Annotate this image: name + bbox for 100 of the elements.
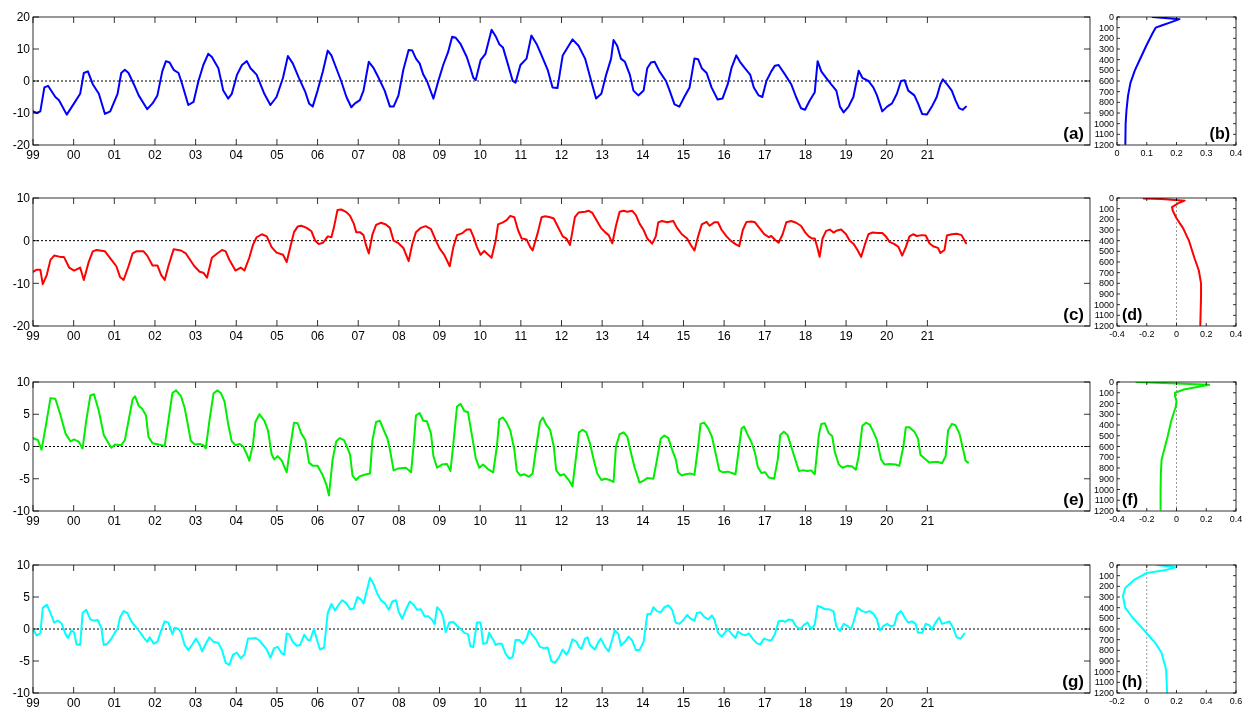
x-tick-label: 0.4 [1229,514,1243,524]
x-tick-label: 0.1 [1140,148,1154,158]
y-tick-label: 5 [23,590,31,605]
y-tick-label: 5 [23,407,31,422]
y-tick-label: 1000 [1093,666,1114,677]
x-tick-label: 99 [26,148,40,162]
y-tick-label: 900 [1098,108,1114,119]
y-tick-label: 800 [1098,645,1114,656]
y-tick-label: 10 [16,42,31,57]
y-tick-label: 900 [1098,473,1114,484]
y-tick-label: 500 [1098,613,1114,624]
y-tick-label: 10 [16,375,31,390]
y-tick-label: 200 [1098,581,1114,592]
x-tick-label: 03 [188,514,203,528]
y-tick-label: 10 [16,191,31,206]
annotation: (e) [1063,490,1084,509]
x-tick-label: 18 [798,329,813,343]
x-tick-label: 01 [107,329,122,343]
y-tick-label: 600 [1098,76,1114,87]
x-tick-label: 15 [676,514,691,528]
x-tick-label: 21 [920,329,935,343]
x-tick-label: -0.2 [1138,514,1155,524]
y-tick-label: 0 [1108,377,1114,388]
x-tick-label: 03 [188,696,203,710]
x-tick-label: -0.2 [1109,696,1125,706]
y-tick-label: 200 [1098,398,1114,409]
line-series [1124,17,1181,145]
x-tick-label: 0.3 [1199,148,1213,158]
x-tick-label: 0.2 [1199,329,1213,339]
x-tick-label: 02 [148,329,162,343]
x-tick-label: 08 [392,514,406,528]
annotation: (c) [1063,305,1084,324]
y-tick-label: 500 [1098,430,1114,441]
x-tick-label: 10 [473,148,488,162]
x-tick-label: 12 [554,514,569,528]
y-tick-label: 200 [1098,33,1114,44]
line-series [33,28,968,116]
annotation: (b) [1209,125,1230,142]
x-tick-label: 0.4 [1229,148,1243,158]
x-tick-label: 0.2 [1170,696,1183,706]
y-tick-label: 800 [1098,463,1114,474]
y-tick-label: 600 [1098,257,1114,268]
y-tick-label: 0 [1108,193,1114,204]
y-tick-label: 800 [1098,97,1114,108]
x-tick-label: 05 [270,329,284,343]
x-tick-label: 08 [392,148,406,162]
y-tick-label: 700 [1098,452,1114,463]
x-tick-label: 07 [351,696,366,710]
x-tick-label: 09 [432,514,447,528]
x-tick-label: 03 [188,148,203,162]
y-tick-label: 1200 [1093,140,1114,151]
x-tick-label: 0.4 [1199,696,1213,706]
y-tick-label: 1100 [1094,495,1114,506]
x-tick-label: 99 [26,514,40,528]
x-tick-label: 11 [514,329,528,343]
y-tick-label: 1200 [1093,506,1114,517]
x-tick-label: -0.2 [1138,329,1155,339]
line-series [33,208,968,286]
x-tick-label: 17 [758,329,772,343]
x-tick-label: 08 [392,696,406,710]
x-tick-label: 16 [717,148,732,162]
x-tick-label: 04 [229,329,244,343]
x-tick-label: -0.4 [1109,514,1125,524]
x-tick-label: 13 [595,696,610,710]
x-tick-label: 16 [717,696,732,710]
y-tick-label: 900 [1098,656,1114,667]
x-tick-label: 15 [676,696,691,710]
x-tick-label: 12 [554,696,569,710]
y-tick-label: 700 [1098,267,1114,278]
x-tick-label: 19 [839,329,854,343]
x-tick-label: 18 [798,514,813,528]
x-tick-label: 17 [758,148,772,162]
x-tick-label: 11 [514,696,528,710]
x-tick-label: 10 [473,696,488,710]
x-tick-label: 07 [351,329,366,343]
x-tick-label: 09 [432,696,447,710]
x-tick-label: 01 [107,148,122,162]
x-tick-label: 14 [636,148,650,162]
x-tick-label: 21 [920,514,935,528]
y-tick-label: 20 [16,10,31,25]
x-tick-label: 15 [676,329,691,343]
x-tick-label: 01 [107,696,122,710]
x-tick-label: 09 [432,148,447,162]
annotation: (a) [1063,124,1084,143]
x-tick-label: 17 [758,696,772,710]
y-tick-label: 400 [1098,54,1114,65]
x-tick-label: 20 [880,148,894,162]
x-tick-label: 05 [270,696,284,710]
y-tick-label: 600 [1098,624,1114,635]
y-tick-label: 1200 [1093,321,1114,332]
x-tick-label: 14 [636,329,650,343]
x-tick-label: 11 [514,148,528,162]
x-tick-label: 20 [880,329,894,343]
x-tick-label: 06 [310,514,325,528]
x-tick-label: 19 [839,148,854,162]
x-tick-label: 14 [636,514,650,528]
y-tick-label: 100 [1098,203,1114,214]
x-tick-label: 06 [310,696,325,710]
x-tick-label: 10 [473,329,488,343]
x-tick-label: 0 [1173,329,1180,339]
